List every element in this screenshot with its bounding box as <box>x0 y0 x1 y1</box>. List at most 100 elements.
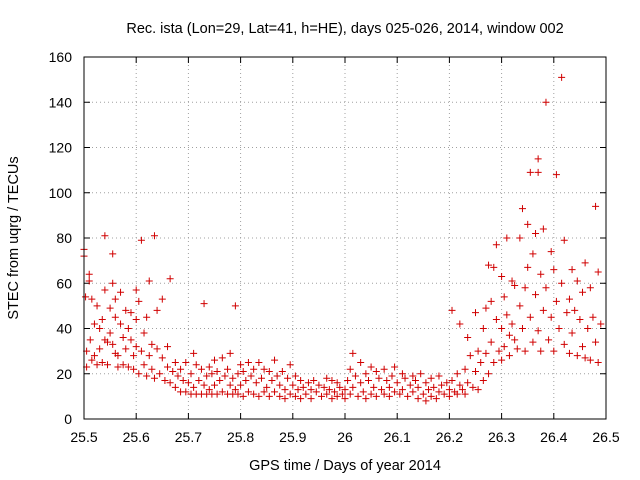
data-point <box>456 381 464 389</box>
data-point <box>148 340 156 348</box>
data-point <box>255 358 263 366</box>
data-point <box>124 363 132 371</box>
data-point <box>456 320 464 328</box>
data-point <box>555 325 563 332</box>
data-point <box>505 352 513 360</box>
data-point <box>435 388 443 396</box>
data-point <box>231 302 239 310</box>
data-point <box>391 388 399 396</box>
data-point <box>127 336 135 344</box>
data-point <box>268 377 276 385</box>
data-point <box>291 392 299 400</box>
data-point <box>281 386 289 394</box>
data-point <box>524 263 532 271</box>
data-point <box>573 277 581 285</box>
x-axis-label: GPS time / Days of year 2014 <box>249 458 441 474</box>
data-point <box>417 370 425 378</box>
data-point <box>445 392 453 400</box>
data-point <box>114 352 122 360</box>
data-point <box>122 306 130 314</box>
data-point <box>539 225 547 233</box>
data-point <box>432 395 440 403</box>
data-point <box>265 392 273 400</box>
data-point <box>558 73 566 81</box>
data-point <box>137 236 145 244</box>
grid <box>84 57 606 419</box>
data-point <box>208 370 216 378</box>
data-point <box>498 356 506 364</box>
data-point <box>231 386 239 394</box>
data-point <box>153 306 161 314</box>
data-point <box>498 325 506 332</box>
data-point <box>385 392 393 400</box>
data-point <box>516 234 524 242</box>
data-point <box>273 372 281 380</box>
data-point <box>294 386 302 394</box>
data-point <box>579 343 587 351</box>
data-point <box>140 361 148 369</box>
data-point <box>312 388 320 396</box>
data-point <box>299 383 307 391</box>
data-point <box>411 377 419 385</box>
data-point <box>579 288 587 296</box>
data-point <box>119 361 127 369</box>
data-point <box>349 349 357 357</box>
x-tick-label: 26.3 <box>488 429 515 445</box>
data-point <box>357 358 365 366</box>
data-point <box>101 232 109 240</box>
x-tick-label: 25.9 <box>279 429 306 445</box>
data-point <box>239 392 247 400</box>
data-point <box>537 270 545 278</box>
data-point <box>500 343 508 351</box>
data-point <box>328 395 336 403</box>
data-point <box>440 390 448 398</box>
data-point <box>354 392 362 400</box>
data-point <box>526 168 534 176</box>
x-tick-label: 25.8 <box>227 429 254 445</box>
data-point <box>271 356 279 364</box>
data-point <box>586 284 594 292</box>
data-point <box>205 363 213 371</box>
data-point <box>211 356 218 364</box>
data-point <box>372 392 380 400</box>
data-point <box>508 320 516 328</box>
data-point <box>592 202 600 210</box>
data-point <box>218 354 226 362</box>
data-point <box>200 300 208 308</box>
data-point <box>338 390 346 398</box>
data-point <box>409 388 417 396</box>
data-point <box>205 386 213 394</box>
data-point <box>156 370 164 378</box>
data-point <box>380 390 388 398</box>
data-point <box>187 370 195 378</box>
data-point <box>140 329 148 337</box>
data-point <box>485 370 493 378</box>
data-point <box>331 388 339 396</box>
data-point <box>539 306 547 314</box>
data-point <box>289 381 297 389</box>
data-point <box>565 349 573 357</box>
data-point <box>532 229 540 237</box>
data-point <box>158 295 166 303</box>
data-point <box>213 390 221 398</box>
data-point <box>171 383 179 391</box>
data-point <box>524 220 532 228</box>
x-tick-label: 26.1 <box>384 429 411 445</box>
data-point <box>558 279 566 287</box>
y-tick-label: 80 <box>56 230 72 246</box>
data-point <box>404 392 412 400</box>
data-point <box>367 390 375 398</box>
data-point <box>257 374 265 382</box>
x-tick-label: 25.5 <box>70 429 97 445</box>
data-point <box>341 386 349 394</box>
data-point <box>117 288 125 296</box>
data-point <box>594 358 602 366</box>
data-point <box>85 277 93 285</box>
data-point <box>166 379 174 387</box>
data-point <box>482 349 490 357</box>
data-point <box>260 388 268 396</box>
data-point <box>150 232 158 240</box>
data-point <box>526 313 534 321</box>
data-point <box>124 325 132 332</box>
data-point <box>487 338 495 346</box>
